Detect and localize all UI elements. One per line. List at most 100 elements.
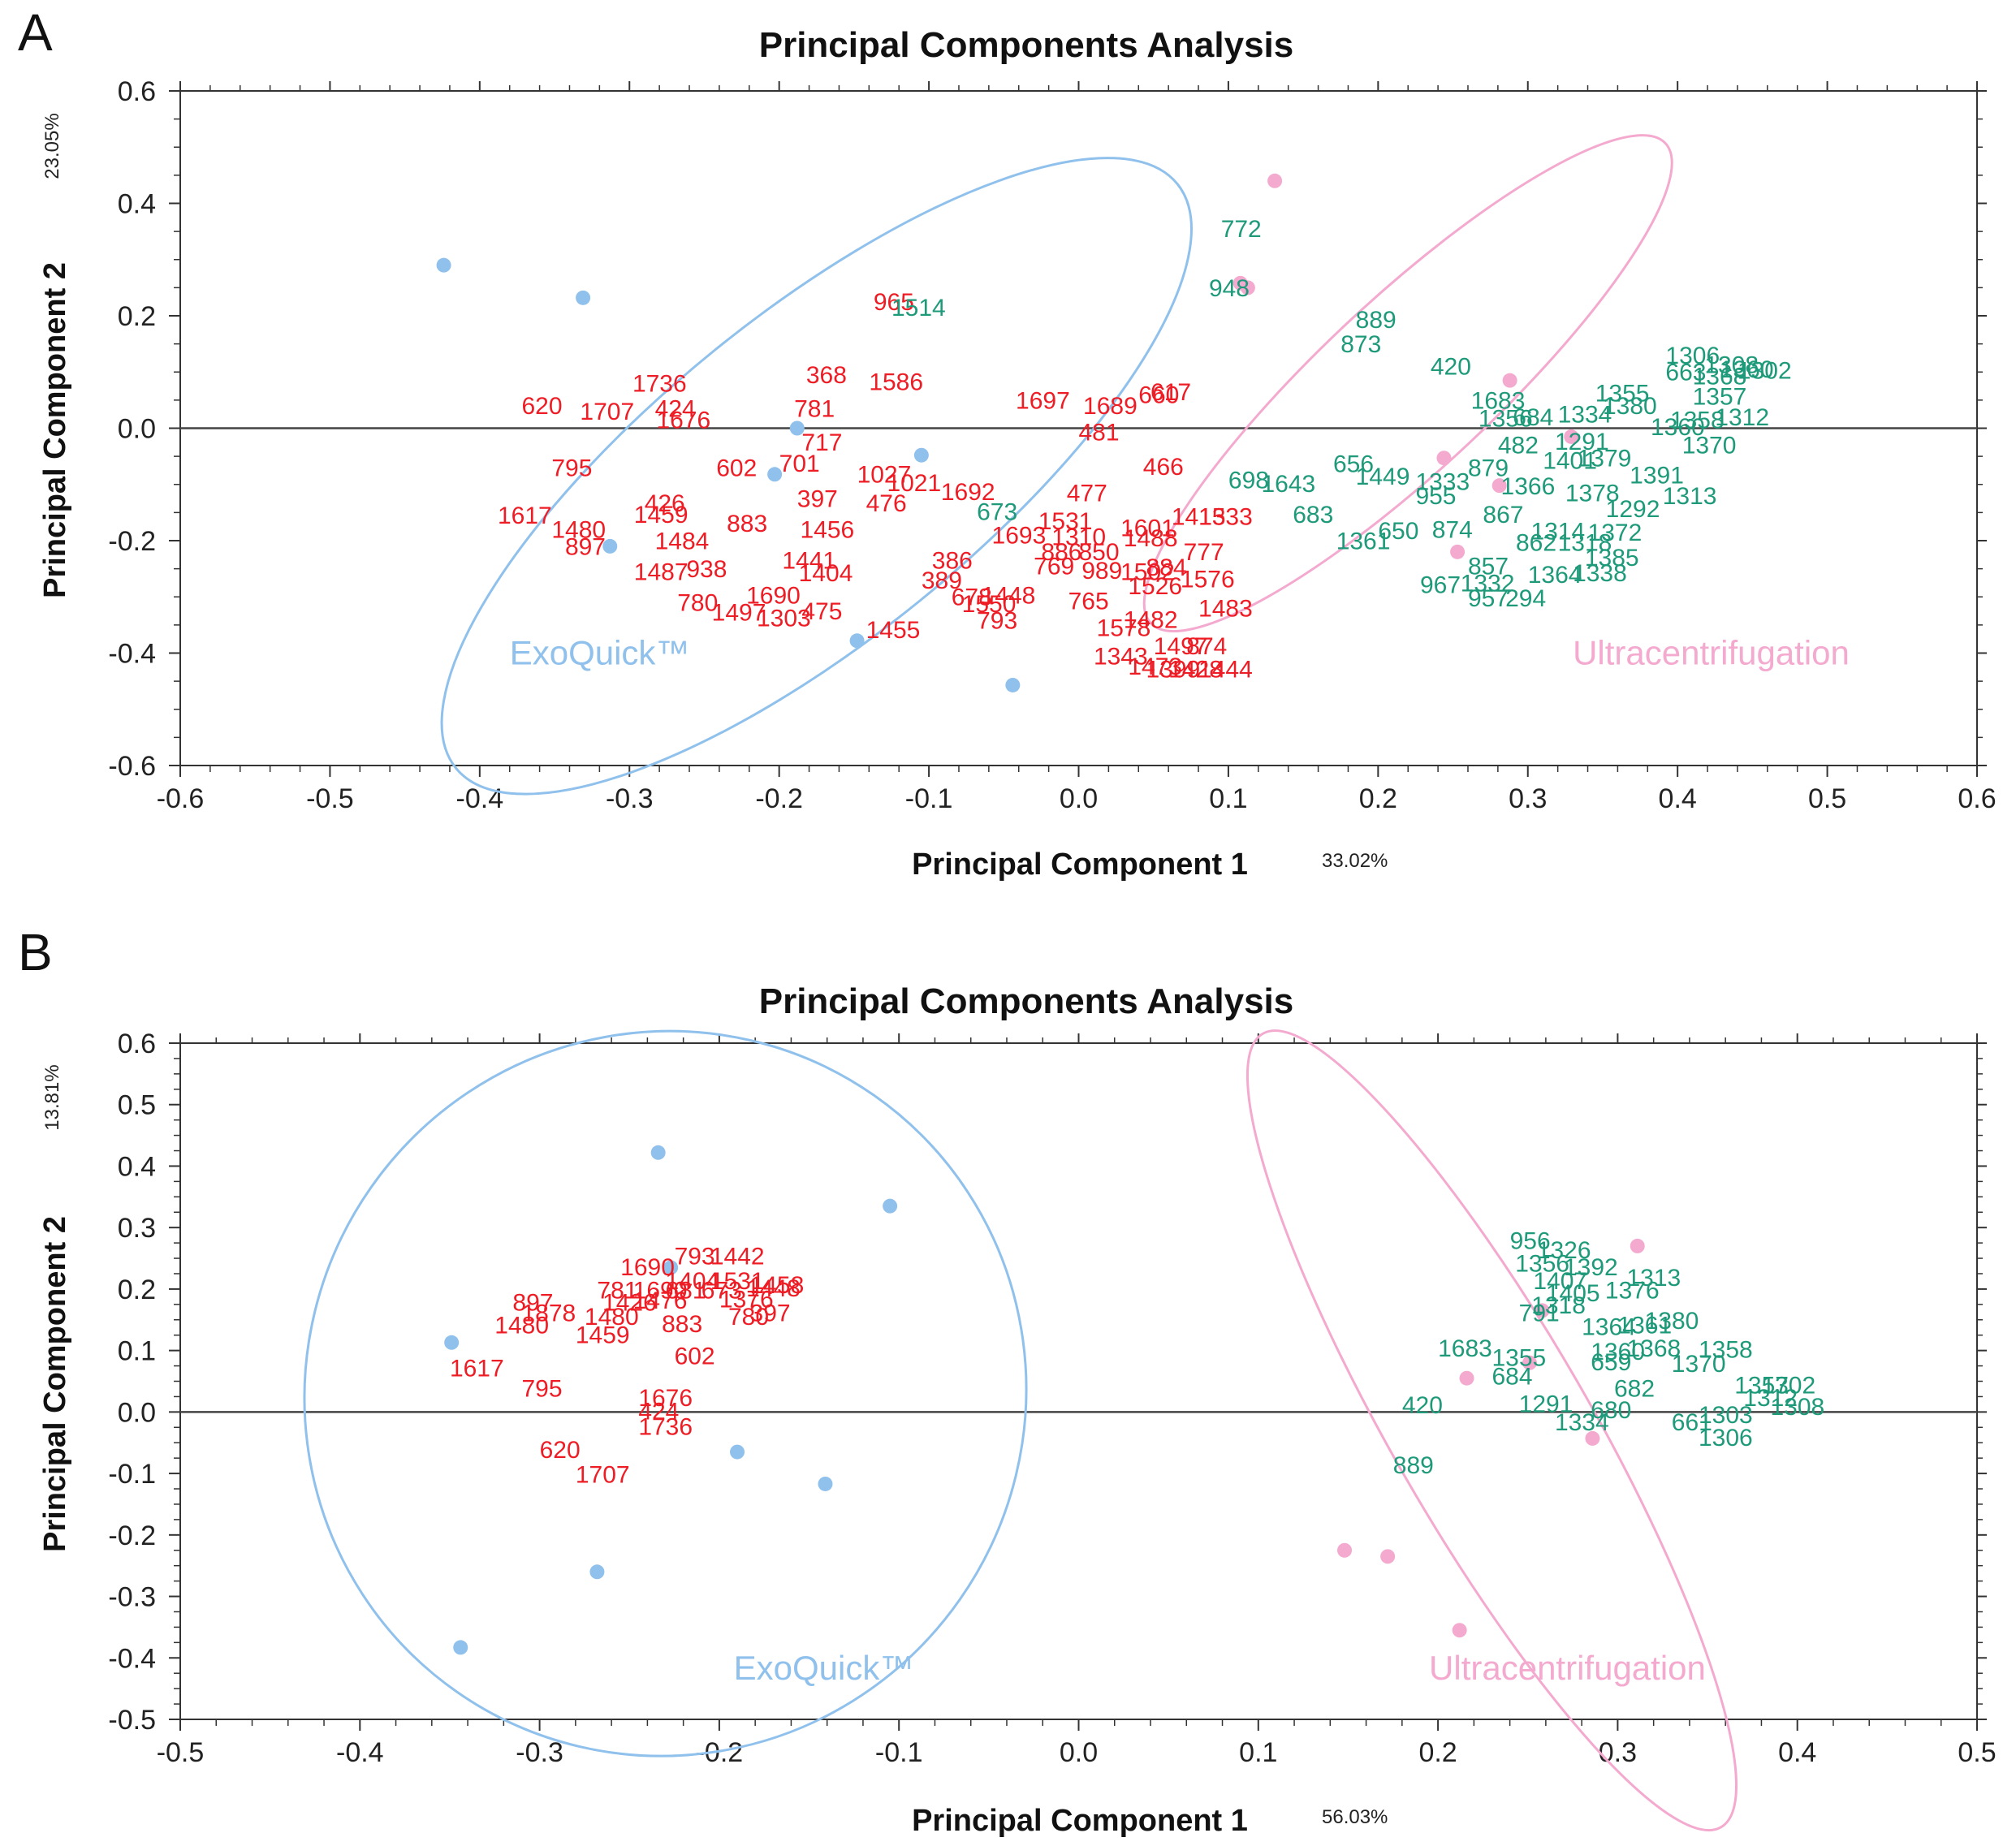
chart-a-protein-label: 1526 [1128, 573, 1182, 600]
chart-a-protein-label: 663 [1665, 360, 1706, 386]
chart-b-protein-label: 1707 [576, 1461, 630, 1488]
chart-a-protein-label: 1444 [1198, 656, 1253, 683]
chart-a-protein-label: 1448 [982, 583, 1036, 610]
chart-a-exoquick-point [602, 538, 618, 554]
chart-b-xtick-label: 0.4 [1778, 1737, 1816, 1768]
chart-a-title: Principal Components Analysis [759, 25, 1294, 65]
chart-a-xtick-label: 0.1 [1209, 783, 1247, 814]
chart-a-protein-label: 1338 [1573, 560, 1627, 587]
chart-a-protein-label: 1356 [1479, 405, 1533, 432]
chart-b-protein-label: 1326 [1537, 1237, 1591, 1264]
chart-b-protein-label: 1356 [1515, 1251, 1569, 1278]
chart-a-protein-label: 1576 [1181, 566, 1235, 593]
chart-a-protein-label: 1380 [1603, 393, 1657, 420]
chart-a-protein-label: 886 [1041, 539, 1081, 566]
chart-a-xtick-label: 0.3 [1509, 783, 1547, 814]
chart-a-exoquick-point [767, 467, 783, 482]
chart-a-protein-label: 867 [1483, 502, 1523, 528]
chart-b-xtick-label: -0.1 [875, 1737, 923, 1768]
chart-b-y-variance: 13.81% [41, 1064, 63, 1130]
chart-a-protein-label: 650 [1378, 518, 1418, 545]
chart-a-protein-label: 660 [1138, 382, 1179, 408]
chart-b-protein-label: 602 [675, 1343, 715, 1369]
chart-a-protein-label: 475 [801, 598, 842, 625]
chart-b-exoquick-point [730, 1444, 745, 1460]
chart-a-protein-label: 1449 [1356, 464, 1410, 490]
chart-b-protein-label: 1736 [638, 1413, 693, 1440]
chart-b-protein-label: 1690 [620, 1254, 675, 1281]
chart-b-xtick-label: 0.3 [1599, 1737, 1637, 1768]
chart-b-protein-label: 1442 [710, 1244, 765, 1270]
chart-a-protein-label: 850 [1079, 539, 1120, 566]
chart-a-protein-label: 765 [1068, 588, 1109, 615]
chart-b-protein-label: 680 [1591, 1397, 1631, 1424]
chart-b-xtick-label: 0.1 [1239, 1737, 1277, 1768]
chart-a-ultracentrifugation-point [1436, 451, 1452, 466]
chart-a-protein-label: 701 [779, 451, 820, 477]
chart-a-protein-label: 955 [1415, 483, 1456, 510]
chart-b-ytick-label: 0.1 [118, 1336, 156, 1367]
chart-b-ytick-label: 0.5 [118, 1090, 156, 1121]
chart-a-protein-label: 386 [932, 548, 973, 575]
chart-b-ytick-label: 0.2 [118, 1275, 156, 1305]
chart-a-xtick-label: -0.2 [755, 783, 803, 814]
chart-a-protein-label: 368 [806, 362, 847, 389]
chart-b-protein-label: 681 [666, 1277, 706, 1304]
chart-a-xtick-label: -0.6 [157, 783, 205, 814]
chart-b-xtick-label: 0.5 [1958, 1737, 1996, 1768]
chart-b-protein-label: 1312 [1743, 1385, 1798, 1412]
chart-b-protein-label: 795 [521, 1375, 562, 1402]
chart-a-protein-label: 1693 [992, 522, 1047, 549]
chart-a-protein-label: 1482 [1124, 606, 1178, 633]
chart-a-ultracentrifugation-point [1450, 544, 1466, 559]
chart-a-protein-label: 1334 [1558, 402, 1612, 429]
chart-b-protein-label: 1458 [750, 1272, 805, 1299]
chart-a-ytick-label: -0.4 [108, 639, 156, 670]
chart-b-protein-label: 1376 [719, 1287, 774, 1313]
chart-a-protein-label: 938 [686, 556, 727, 583]
chart-a-protein-label: 1676 [656, 408, 710, 434]
chart-a-ytick-label: 0.2 [118, 301, 156, 332]
chart-b-exoquick-point [444, 1335, 460, 1350]
chart-a-protein-label: 1497 [712, 599, 766, 626]
chart-b-ytick-label: -0.4 [108, 1643, 156, 1674]
chart-b-protein-label: 1355 [1491, 1345, 1546, 1372]
chart-a-protein-label: 883 [727, 511, 767, 537]
chart-b-title: Principal Components Analysis [759, 981, 1294, 1021]
chart-b-protein-label: 1368 [1626, 1335, 1681, 1362]
chart-a-protein-label: 684 [1513, 404, 1553, 431]
chart-a-protein-label: 1333 [1415, 469, 1470, 496]
chart-a-protein-label: 777 [1184, 539, 1224, 566]
chart-b-xtick-label: -0.5 [157, 1737, 205, 1768]
chart-a-protein-label: 1617 [498, 502, 552, 529]
chart-b-exoquick-ellipse [303, 1029, 1028, 1758]
chart-a-protein-label: 884 [1146, 554, 1186, 581]
chart-b-protein-label: 682 [1614, 1375, 1655, 1402]
chart-a-protein-label: 1358 [1670, 408, 1725, 434]
chart-a-ytick-label: -0.2 [108, 526, 156, 557]
panel-letter-a: A [18, 3, 53, 62]
chart-a-protein-label: 780 [677, 590, 718, 617]
chart-a-protein-label: 1291 [1555, 429, 1609, 455]
chart-a-xtick-label: -0.5 [306, 783, 354, 814]
chart-a-protein-label: 656 [1333, 451, 1374, 478]
chart-a-xtick-label: 0.4 [1659, 783, 1697, 814]
chart-b-protein-label: 1306 [1699, 1425, 1753, 1451]
chart-a-protein-label: 1692 [941, 479, 995, 506]
chart-b-ultracentrifugation-point [1380, 1549, 1396, 1564]
chart-b-protein-label: 780 [728, 1304, 769, 1331]
chart-b-ultracentrifugation-point [1337, 1542, 1353, 1558]
chart-a-plot: -0.6 -0.5 -0.4 -0.3 -0.2 -0.1 0.0 0.1 0.2 0.3 0.4 0… [108, 76, 1996, 814]
chart-b-protein-label: 1303 [1699, 1402, 1753, 1429]
chart-a-protein-label: 769 [1034, 554, 1074, 580]
chart-b-protein-label: 684 [1491, 1363, 1532, 1390]
chart-b-protein-label: 1459 [576, 1322, 630, 1349]
chart-a-protein-label: 1586 [869, 369, 923, 395]
chart-b-protein-label: 1426 [602, 1289, 657, 1316]
chart-a-xtick-label: -0.4 [456, 783, 504, 814]
chart-a-protein-label: 874 [1186, 633, 1227, 660]
chart-a-protein-label: 1488 [1124, 525, 1178, 552]
chart-a-xtick-label: 0.5 [1808, 783, 1846, 814]
chart-b-protein-label: 1358 [1699, 1337, 1753, 1364]
